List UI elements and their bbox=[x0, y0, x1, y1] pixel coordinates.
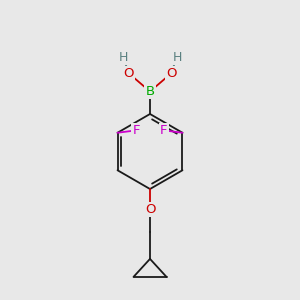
Text: B: B bbox=[146, 85, 154, 98]
Text: O: O bbox=[166, 67, 176, 80]
Text: H: H bbox=[172, 50, 182, 64]
Text: O: O bbox=[124, 67, 134, 80]
Text: H: H bbox=[118, 50, 128, 64]
Text: F: F bbox=[160, 124, 168, 137]
Text: F: F bbox=[132, 124, 140, 137]
Text: O: O bbox=[145, 203, 155, 216]
